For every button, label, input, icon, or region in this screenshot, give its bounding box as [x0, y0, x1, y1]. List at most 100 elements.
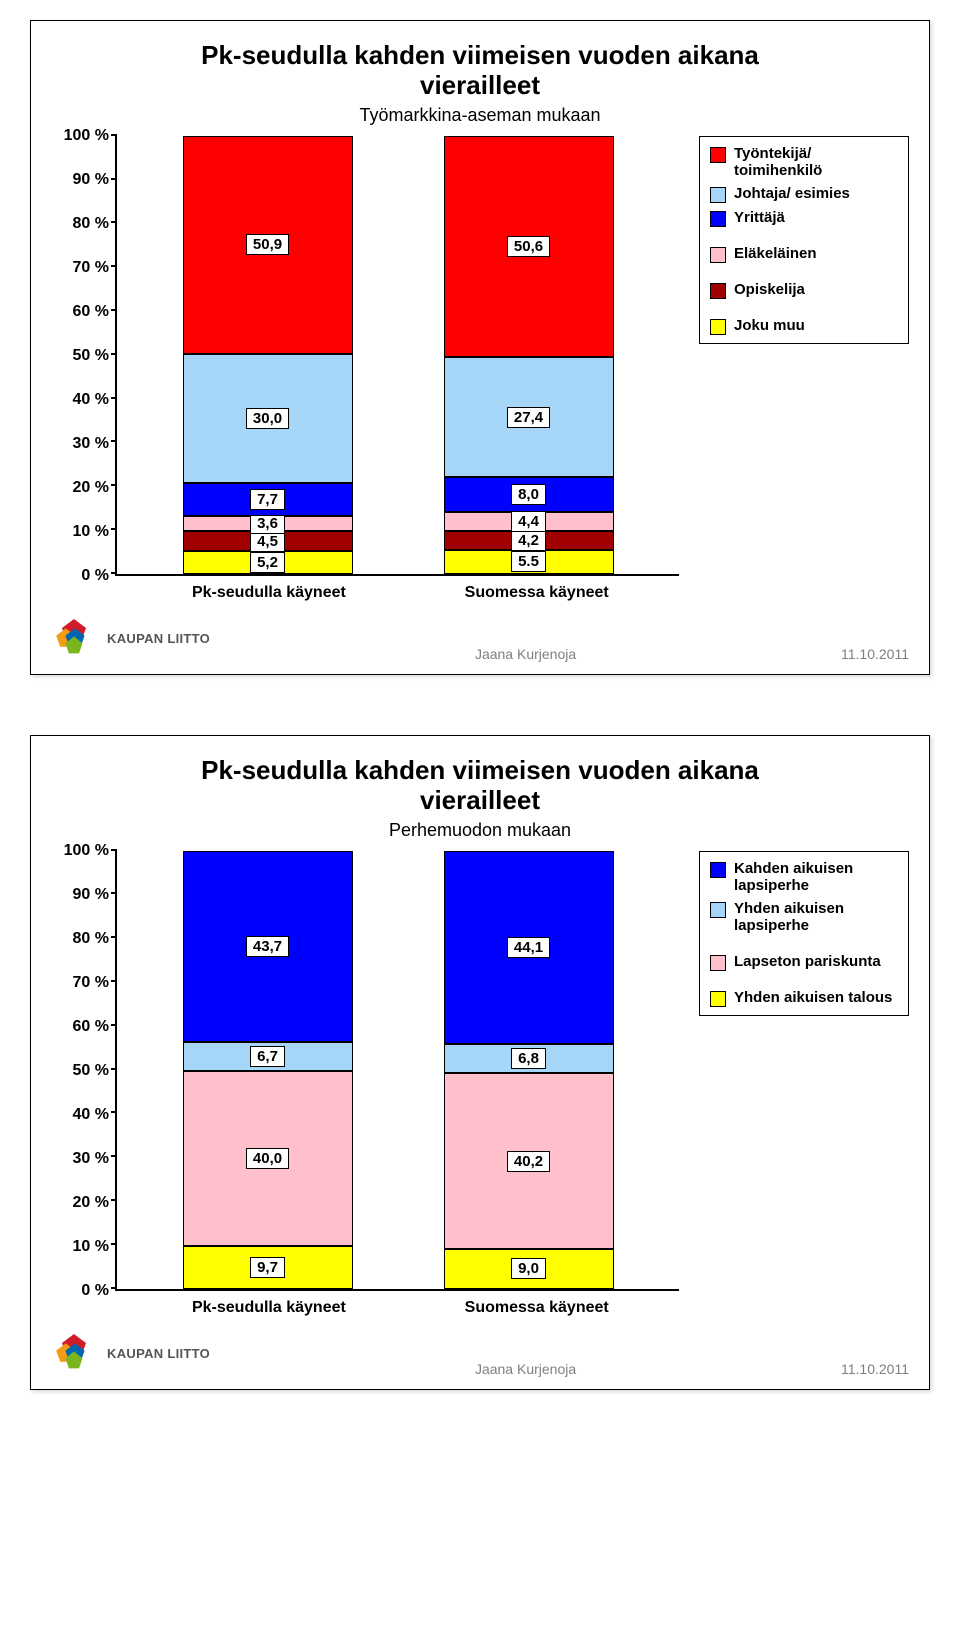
legend-item: Opiskelija: [710, 281, 898, 299]
legend: Työntekijä/ toimihenkilö Johtaja/ esimies…: [699, 136, 909, 345]
y-tick: [111, 353, 117, 355]
x-axis-labels: Pk-seudulla käyneet Suomessa käyneet: [115, 576, 691, 602]
segment-value-label: 50,9: [246, 234, 289, 255]
x-tick-label: Suomessa käyneet: [452, 1299, 622, 1317]
bar-segment: 5,2: [183, 551, 353, 574]
y-tick: [111, 309, 117, 311]
bar-segment: 8,0: [444, 477, 614, 512]
bar-segment: 30,0: [183, 354, 353, 483]
segment-value-label: 3,6: [250, 513, 285, 534]
chart-title: Pk-seudulla kahden viimeisen vuoden aika…: [51, 756, 909, 816]
bar-segment: 9,7: [183, 1246, 353, 1288]
segment-value-label: 6,8: [511, 1048, 546, 1069]
y-tick: [111, 1199, 117, 1201]
title-line-2: vierailleet: [420, 70, 540, 100]
legend-item: Johtaja/ esimies: [710, 185, 898, 203]
legend-swatch: [710, 319, 726, 335]
segment-value-label: 9,7: [250, 1257, 285, 1278]
segment-value-label: 44,1: [507, 937, 550, 958]
legend-label: Opiskelija: [734, 281, 805, 298]
segment-value-label: 4,2: [511, 530, 546, 551]
y-tick: [111, 484, 117, 486]
x-tick-label: Pk-seudulla käyneet: [184, 584, 354, 602]
brand-logo: [51, 616, 97, 662]
x-tick-label: Suomessa käyneet: [452, 584, 622, 602]
legend-spacer: [710, 941, 898, 947]
segment-value-label: 6,7: [250, 1046, 285, 1067]
title-block: Pk-seudulla kahden viimeisen vuoden aika…: [51, 41, 909, 126]
x-axis-labels: Pk-seudulla käyneetSuomessa käyneet: [115, 1291, 691, 1317]
y-axis: 0 %10 %20 %30 %40 %50 %60 %70 %80 %90 %1…: [51, 136, 115, 576]
legend-box: Työntekijä/ toimihenkilö Johtaja/ esimies…: [699, 136, 909, 345]
y-tick: [111, 397, 117, 399]
footer-date: 11.10.2011: [841, 1361, 909, 1377]
footer-left: KAUPAN LIITTO: [51, 1331, 210, 1377]
segment-value-label: 5.5: [511, 551, 546, 572]
y-tick: [111, 1155, 117, 1157]
segment-value-label: 4,4: [511, 511, 546, 532]
legend-item: Yhden aikuisen talous: [710, 989, 898, 1007]
legend-label: Yhden aikuisen lapsiperhe: [734, 900, 898, 935]
y-tick: [111, 980, 117, 982]
y-tick: [111, 221, 117, 223]
title-block: Pk-seudulla kahden viimeisen vuoden aika…: [51, 756, 909, 841]
y-tick: [111, 1068, 117, 1070]
legend-swatch: [710, 955, 726, 971]
legend-label: Johtaja/ esimies: [734, 185, 850, 202]
bar-segment: 7,7: [183, 483, 353, 516]
legend-item: Kahden aikuisen lapsiperhe: [710, 860, 898, 895]
legend-spacer: [710, 305, 898, 311]
bar-segment: 50,6: [444, 136, 614, 357]
segment-value-label: 9,0: [511, 1258, 546, 1279]
y-tick: [111, 528, 117, 530]
legend-item: Eläkeläinen: [710, 245, 898, 263]
chart-row: 0 %10 %20 %30 %40 %50 %60 %70 %80 %90 %1…: [51, 851, 909, 1291]
brand-logo: [51, 1331, 97, 1377]
y-tick: [111, 134, 117, 136]
legend-label: Yrittäjä: [734, 209, 785, 226]
plot-area: 9,7 40,0 6,7 43,7 9,0 40,2 6,8 44,1: [115, 851, 679, 1291]
legend-swatch: [710, 187, 726, 203]
segment-value-label: 40,0: [246, 1148, 289, 1169]
brand-name: KAUPAN LIITTO: [107, 1346, 210, 1361]
legend-swatch: [710, 902, 726, 918]
bar-segment: 3,6: [183, 516, 353, 532]
legend-swatch: [710, 147, 726, 163]
bar-segment: 27,4: [444, 357, 614, 477]
bar-segment: 43,7: [183, 851, 353, 1042]
y-axis: 0 %10 %20 %30 %40 %50 %60 %70 %80 %90 %1…: [51, 851, 115, 1291]
slide-chart-2: Pk-seudulla kahden viimeisen vuoden aika…: [30, 735, 930, 1390]
stacked-bar: 9,7 40,0 6,7 43,7: [183, 851, 353, 1289]
y-tick: [111, 440, 117, 442]
segment-value-label: 5,2: [250, 552, 285, 573]
legend: Kahden aikuisen lapsiperhe Yhden aikuisen…: [699, 851, 909, 1016]
legend-swatch: [710, 283, 726, 299]
segment-value-label: 7,7: [250, 489, 285, 510]
bar-segment: 50,9: [183, 136, 353, 354]
y-tick: [111, 936, 117, 938]
bar-segment: 9,0: [444, 1249, 614, 1288]
bar-segment: 6,8: [444, 1044, 614, 1074]
legend-label: Työntekijä/ toimihenkilö: [734, 145, 898, 180]
slide-footer: KAUPAN LIITTO Jaana Kurjenoja 11.10.2011: [51, 1331, 909, 1377]
legend-item: Joku muu: [710, 317, 898, 335]
segment-value-label: 40,2: [507, 1151, 550, 1172]
segment-value-label: 43,7: [246, 936, 289, 957]
y-tick: [111, 892, 117, 894]
legend-swatch: [710, 247, 726, 263]
legend-label: Kahden aikuisen lapsiperhe: [734, 860, 898, 895]
title-line-1: Pk-seudulla kahden viimeisen vuoden aika…: [201, 40, 759, 70]
chart-row: 0 %10 %20 %30 %40 %50 %60 %70 %80 %90 %1…: [51, 136, 909, 576]
legend-label: Lapseton pariskunta: [734, 953, 881, 970]
slide-footer: KAUPAN LIITTO Jaana Kurjenoja 11.10.2011: [51, 616, 909, 662]
legend-item: Yhden aikuisen lapsiperhe: [710, 900, 898, 935]
legend-label: Yhden aikuisen talous: [734, 989, 892, 1006]
chart-subtitle: Perhemuodon mukaan: [51, 820, 909, 841]
stacked-bar: 9,0 40,2 6,8 44,1: [444, 851, 614, 1289]
legend-item: Yrittäjä: [710, 209, 898, 227]
chart-title: Pk-seudulla kahden viimeisen vuoden aika…: [51, 41, 909, 101]
segment-value-label: 27,4: [507, 407, 550, 428]
footer-author: Jaana Kurjenoja: [210, 1361, 841, 1377]
bar-segment: 40,2: [444, 1073, 614, 1249]
y-tick: [111, 1243, 117, 1245]
